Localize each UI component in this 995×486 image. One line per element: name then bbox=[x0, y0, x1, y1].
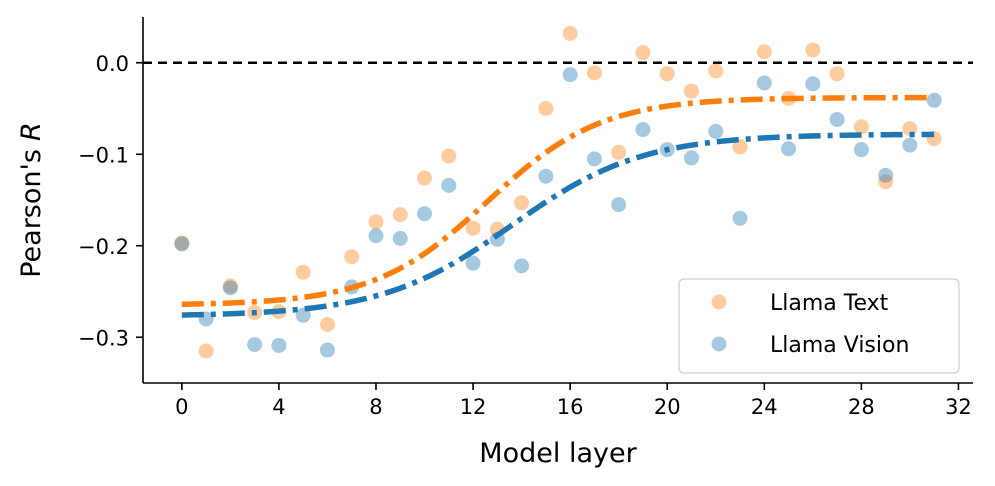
y-axis-title-text: Pearson's bbox=[16, 149, 47, 278]
point-llama-text-9 bbox=[392, 207, 408, 223]
point-llama-text-0 bbox=[174, 235, 190, 251]
point-llama-text-1 bbox=[198, 343, 214, 359]
point-llama-text-17 bbox=[586, 65, 602, 81]
y-axis-title: Pearson's R bbox=[16, 122, 47, 278]
point-llama-vision-22 bbox=[708, 123, 724, 139]
point-llama-vision-12 bbox=[465, 255, 481, 271]
point-llama-text-7 bbox=[344, 249, 360, 265]
point-llama-text-10 bbox=[417, 170, 433, 186]
x-tick-label-12: 12 bbox=[460, 395, 487, 419]
x-tick-label-8: 8 bbox=[369, 395, 382, 419]
point-llama-text-6 bbox=[319, 316, 335, 332]
x-tick-label-32: 32 bbox=[945, 395, 972, 419]
point-llama-vision-18 bbox=[611, 197, 627, 213]
point-llama-vision-8 bbox=[368, 228, 384, 244]
fit-curve-llama-text bbox=[181, 94, 935, 307]
point-llama-text-29 bbox=[878, 174, 894, 190]
point-llama-vision-15 bbox=[538, 168, 554, 184]
point-llama-vision-5 bbox=[295, 307, 311, 323]
point-llama-vision-4 bbox=[271, 337, 287, 353]
legend-box bbox=[678, 278, 960, 374]
point-llama-text-14 bbox=[514, 195, 530, 211]
point-llama-text-19 bbox=[635, 45, 651, 61]
legend-label-llama-text: Llama Text bbox=[770, 291, 889, 316]
point-llama-text-21 bbox=[683, 83, 699, 99]
points-layer bbox=[174, 25, 942, 359]
point-llama-text-24 bbox=[756, 44, 772, 60]
point-llama-vision-29 bbox=[878, 167, 894, 183]
point-llama-text-12 bbox=[465, 220, 481, 236]
legend-marker-llama-vision bbox=[711, 336, 727, 352]
point-llama-vision-2 bbox=[222, 280, 238, 296]
point-llama-vision-10 bbox=[417, 206, 433, 222]
point-llama-vision-6 bbox=[319, 342, 335, 358]
y-tick-label-0: 0.0 bbox=[96, 52, 129, 76]
point-llama-text-15 bbox=[538, 101, 554, 116]
x-tick-label-24: 24 bbox=[751, 395, 778, 419]
y-axis-title-variable: R bbox=[16, 122, 47, 141]
legend-marker-llama-text bbox=[711, 294, 727, 310]
x-tick-label-16: 16 bbox=[557, 395, 584, 419]
x-tick-label-0: 0 bbox=[175, 395, 188, 419]
point-llama-vision-17 bbox=[586, 151, 602, 167]
point-llama-vision-27 bbox=[829, 111, 845, 127]
ticks-layer: 0 4 8 12 16 20 24 28 32 0.0 −0.1 −0.2 −0.3 bbox=[78, 52, 972, 419]
point-llama-text-20 bbox=[659, 66, 675, 82]
point-llama-vision-25 bbox=[781, 141, 797, 157]
point-llama-text-18 bbox=[611, 144, 627, 160]
point-llama-vision-14 bbox=[514, 258, 530, 274]
point-llama-text-11 bbox=[441, 148, 457, 164]
point-llama-text-26 bbox=[805, 42, 821, 58]
point-llama-text-16 bbox=[562, 25, 578, 41]
fit-curve-llama-vision bbox=[181, 131, 935, 318]
point-llama-text-27 bbox=[829, 66, 845, 82]
x-tick-label-20: 20 bbox=[654, 395, 681, 419]
point-llama-vision-16 bbox=[562, 67, 578, 83]
point-llama-vision-3 bbox=[247, 337, 263, 353]
point-llama-text-23 bbox=[732, 139, 748, 155]
point-llama-vision-24 bbox=[756, 75, 772, 91]
point-llama-vision-30 bbox=[902, 137, 918, 153]
legend: Llama Text Llama Vision bbox=[678, 278, 960, 374]
point-llama-text-28 bbox=[853, 119, 869, 135]
y-tick-label-neg0-1: −0.1 bbox=[78, 143, 129, 167]
point-llama-vision-28 bbox=[853, 142, 869, 158]
point-llama-vision-26 bbox=[805, 76, 821, 92]
point-llama-vision-0 bbox=[174, 236, 190, 252]
point-llama-vision-21 bbox=[683, 150, 699, 166]
fit-curve-layer bbox=[181, 94, 935, 318]
x-axis-title: Model layer bbox=[479, 438, 637, 469]
point-llama-vision-11 bbox=[441, 177, 457, 193]
x-tick-label-28: 28 bbox=[848, 395, 875, 419]
y-tick-label-neg0-3: −0.3 bbox=[78, 326, 129, 350]
point-llama-text-5 bbox=[295, 264, 311, 280]
legend-label-llama-vision: Llama Vision bbox=[770, 333, 909, 358]
point-llama-text-2 bbox=[222, 278, 238, 294]
x-tick-label-4: 4 bbox=[272, 395, 285, 419]
y-tick-label-neg0-2: −0.2 bbox=[78, 235, 129, 259]
axes-layer bbox=[142, 17, 973, 384]
point-llama-text-22 bbox=[708, 63, 724, 79]
point-llama-vision-23 bbox=[732, 210, 748, 226]
point-llama-vision-9 bbox=[392, 230, 408, 246]
point-llama-text-8 bbox=[368, 214, 384, 230]
point-llama-vision-19 bbox=[635, 122, 651, 138]
